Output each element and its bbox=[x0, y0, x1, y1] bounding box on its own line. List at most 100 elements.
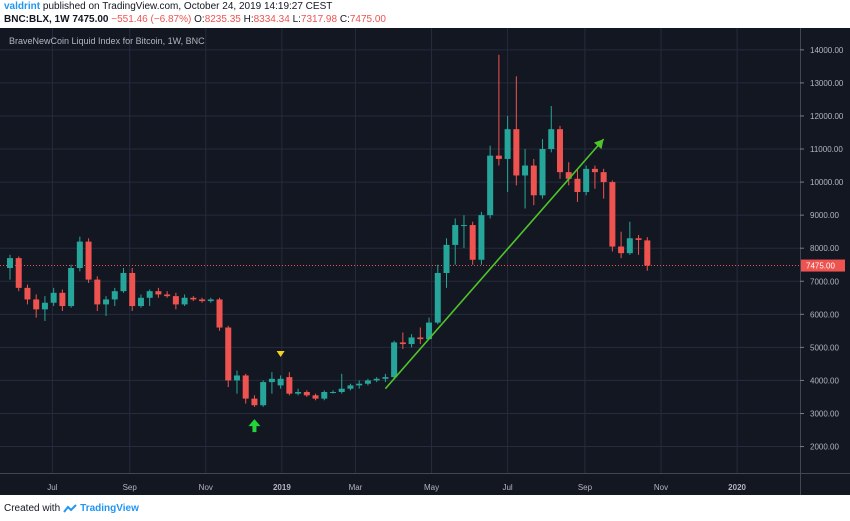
candle-body bbox=[347, 385, 354, 389]
candle-body bbox=[225, 327, 232, 381]
candle-body bbox=[76, 241, 83, 269]
plot-background bbox=[0, 28, 800, 495]
last-price: 7475.00 bbox=[72, 14, 109, 25]
price-change: −551.46 (−6.87%) bbox=[111, 14, 192, 25]
candle-body bbox=[600, 172, 607, 183]
candle-body bbox=[111, 291, 118, 300]
x-tick-label: Jul bbox=[502, 483, 512, 492]
candle-body bbox=[59, 292, 66, 307]
candle-body bbox=[277, 378, 284, 386]
y-tick-label: 14000.00 bbox=[810, 46, 844, 55]
candle-body bbox=[321, 392, 328, 399]
candle-body bbox=[469, 225, 476, 260]
y-tick-label: 2000.00 bbox=[810, 443, 839, 452]
y-tick-label: 4000.00 bbox=[810, 376, 839, 385]
x-tick-label: Jul bbox=[47, 483, 57, 492]
candle-body bbox=[330, 392, 337, 394]
x-tick-label: 2019 bbox=[273, 483, 291, 492]
candle-body bbox=[487, 155, 494, 216]
symbol-line: BNC:BLX, 1W 7475.00 −551.46 (−6.87%) O:8… bbox=[4, 14, 386, 25]
y-tick-label: 7000.00 bbox=[810, 277, 839, 286]
candle-body bbox=[251, 398, 258, 406]
candle-body bbox=[565, 172, 572, 179]
candle-body bbox=[356, 383, 363, 386]
x-tick-label: Sep bbox=[123, 483, 138, 492]
candle-body bbox=[85, 241, 92, 280]
candle-body bbox=[199, 299, 206, 302]
candle-body bbox=[504, 129, 511, 159]
candle-body bbox=[408, 337, 415, 345]
x-tick-label: Sep bbox=[578, 483, 593, 492]
y-tick-label: 10000.00 bbox=[810, 178, 844, 187]
candle-body bbox=[609, 182, 616, 247]
candle-body bbox=[635, 238, 642, 240]
candle-body bbox=[399, 342, 406, 345]
candle-body bbox=[574, 178, 581, 192]
candle-body bbox=[216, 299, 223, 328]
tradingview-brand[interactable]: TradingView bbox=[80, 503, 139, 514]
x-tick-label: Mar bbox=[349, 483, 363, 492]
chart-title: BraveNewCoin Liquid Index for Bitcoin, 1… bbox=[9, 36, 205, 46]
down-marker-icon bbox=[276, 350, 285, 357]
footer: Created with TradingView bbox=[4, 503, 139, 514]
candles bbox=[0, 54, 800, 407]
y-tick-label: 6000.00 bbox=[810, 310, 839, 319]
publish-info: published on TradingView.com, October 24… bbox=[42, 1, 333, 12]
open-label: O: bbox=[194, 14, 205, 25]
x-tick-label: 2020 bbox=[728, 483, 746, 492]
candle-body bbox=[478, 215, 485, 260]
candle-body bbox=[460, 225, 467, 227]
candle-body bbox=[364, 380, 371, 384]
candle-body bbox=[618, 246, 625, 254]
y-tick-label: 8000.00 bbox=[810, 244, 839, 253]
y-tick-label: 11000.00 bbox=[810, 145, 843, 154]
candle-body bbox=[583, 168, 590, 192]
last-price-tag-label: 7475.00 bbox=[806, 262, 835, 271]
author-username[interactable]: valdrint bbox=[4, 1, 41, 12]
time-axis-background bbox=[0, 473, 850, 495]
last-price-tag bbox=[801, 259, 845, 272]
x-tick-label: Nov bbox=[199, 483, 213, 492]
price-axis[interactable]: 14000.00 13000.00 12000.00 11000.00 10000.00… bbox=[800, 46, 845, 452]
candle-body bbox=[382, 377, 389, 379]
candle-body bbox=[181, 297, 188, 305]
candle-body bbox=[626, 238, 633, 254]
candle-body bbox=[452, 225, 459, 245]
y-tick-label: 9000.00 bbox=[810, 211, 839, 220]
candle-body bbox=[172, 296, 179, 305]
created-with-label: Created with bbox=[4, 503, 61, 514]
candle-body bbox=[233, 375, 240, 381]
candle-body bbox=[548, 129, 555, 150]
candle-body bbox=[146, 291, 153, 298]
trend-arrowhead bbox=[593, 139, 604, 150]
high-label: H: bbox=[243, 14, 254, 25]
candle-body bbox=[190, 297, 197, 300]
time-axis[interactable]: Jul Sep Nov 2019 Mar May Jul Sep Nov 2020 bbox=[47, 483, 746, 492]
candle-body bbox=[434, 272, 441, 323]
candle-body bbox=[591, 168, 598, 173]
close-label: C: bbox=[339, 14, 350, 25]
candle-body bbox=[207, 299, 214, 302]
symbol-name: BNC:BLX, 1W bbox=[4, 14, 70, 25]
candle-body bbox=[15, 258, 22, 288]
candle-body bbox=[303, 392, 310, 396]
candle-body bbox=[495, 155, 502, 159]
candle-body bbox=[24, 287, 31, 300]
price-chart[interactable]: 14000.00 13000.00 12000.00 11000.00 10000.00… bbox=[0, 28, 850, 498]
low-label: L: bbox=[292, 14, 301, 25]
candle-body bbox=[155, 291, 162, 295]
candle-body bbox=[443, 244, 450, 273]
candle-body bbox=[391, 342, 398, 378]
buy-arrow-icon bbox=[248, 419, 261, 433]
candle-body bbox=[312, 395, 319, 399]
candle-body bbox=[33, 299, 40, 310]
candle-body bbox=[522, 165, 529, 176]
grid-lines bbox=[0, 28, 850, 495]
x-tick-label: May bbox=[424, 483, 439, 492]
candle-body bbox=[373, 378, 380, 381]
candle-body bbox=[268, 378, 275, 383]
y-tick-label: 5000.00 bbox=[810, 343, 839, 352]
annotations bbox=[248, 138, 605, 433]
x-tick-label: Nov bbox=[654, 483, 668, 492]
candle-body bbox=[260, 382, 267, 406]
